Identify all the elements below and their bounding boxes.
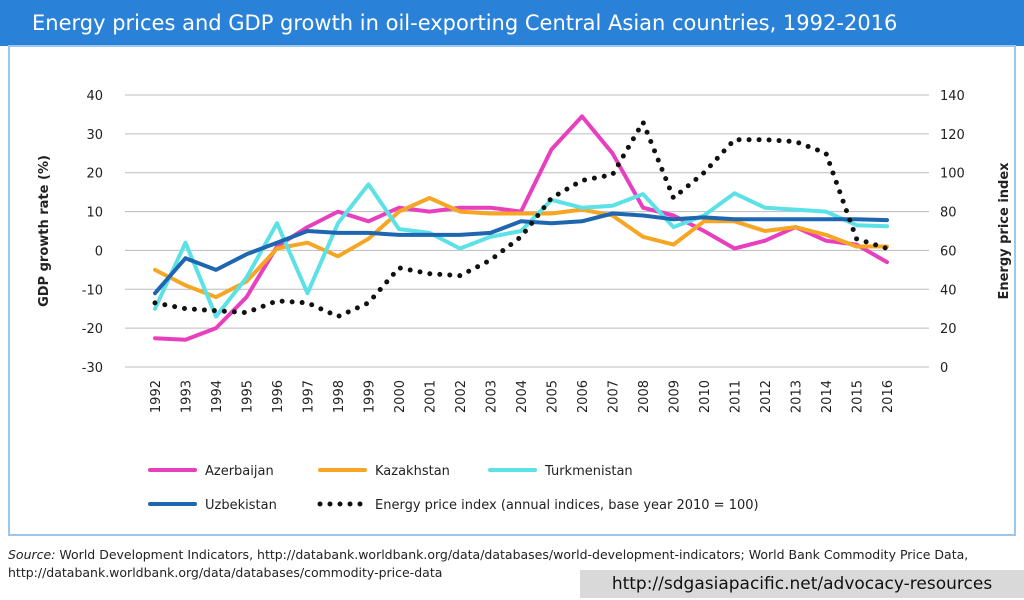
frame bbox=[8, 45, 1016, 536]
x-tick-label: 1999 bbox=[363, 380, 378, 413]
y-tick-label: 10 bbox=[86, 206, 103, 221]
y-tick-label: -10 bbox=[82, 283, 103, 298]
y2-tick-label: 100 bbox=[940, 167, 965, 182]
x-tick-label: 2015 bbox=[851, 380, 866, 413]
y2-tick-label: 40 bbox=[940, 283, 957, 298]
x-tick-label: 2012 bbox=[759, 380, 774, 413]
title-bar bbox=[0, 0, 1024, 46]
y-tick-label: 40 bbox=[86, 89, 103, 104]
y2-tick-label: 80 bbox=[940, 206, 957, 221]
source-label: Source: bbox=[8, 547, 56, 562]
x-tick-label: 2006 bbox=[576, 380, 591, 413]
x-tick-label: 2013 bbox=[790, 380, 805, 413]
x-tick-label: 1997 bbox=[302, 380, 317, 413]
x-tick-label: 1994 bbox=[210, 380, 225, 413]
x-tick-label: 2002 bbox=[454, 380, 469, 413]
url-box: http://sdgasiapacific.net/advocacy-resou… bbox=[580, 570, 1024, 598]
x-tick-label: 1995 bbox=[241, 380, 256, 413]
legend-label: Azerbaijan bbox=[205, 464, 274, 479]
y2-tick-label: 20 bbox=[940, 322, 957, 337]
x-tick-label: 1998 bbox=[332, 380, 347, 413]
series-line bbox=[153, 196, 889, 300]
series-line bbox=[153, 182, 889, 319]
y2-tick-label: 60 bbox=[940, 244, 957, 259]
x-tick-label: 2000 bbox=[393, 380, 408, 413]
y2-tick-label: 120 bbox=[940, 128, 965, 143]
legend-label: Turkmenistan bbox=[544, 464, 633, 479]
x-tick-label: 1992 bbox=[149, 380, 164, 413]
source: Source: World Development Indicators, ht… bbox=[8, 546, 1018, 582]
y2-tick-label: 0 bbox=[940, 361, 948, 376]
x-tick-label: 2011 bbox=[729, 380, 744, 413]
legend-label: Energy price index (annual indices, base… bbox=[375, 498, 759, 513]
y-tick-label: 30 bbox=[86, 128, 103, 143]
y-axis-title: GDP growth rate (%) bbox=[37, 155, 52, 307]
x-tick-label: 2004 bbox=[515, 380, 530, 413]
source-text: World Development Indicators, http://dat… bbox=[8, 547, 969, 580]
x-tick-label: 2008 bbox=[637, 380, 652, 413]
x-tick-label: 2005 bbox=[546, 380, 561, 413]
legend-label: Kazakhstan bbox=[375, 464, 450, 479]
y-tick-label: 0 bbox=[95, 244, 103, 259]
x-tick-label: 2001 bbox=[424, 380, 439, 413]
chart: Energy prices and GDP growth in oil-expo… bbox=[0, 0, 1024, 536]
y-tick-label: -20 bbox=[82, 322, 103, 337]
x-tick-label: 1996 bbox=[271, 380, 286, 413]
y-tick-label: -30 bbox=[82, 361, 103, 376]
x-tick-label: 2016 bbox=[881, 380, 896, 413]
x-tick-label: 2010 bbox=[698, 380, 713, 413]
x-tick-label: 2007 bbox=[607, 380, 622, 413]
y2-tick-label: 140 bbox=[940, 89, 965, 104]
x-tick-label: 2009 bbox=[668, 380, 683, 413]
y2-axis-title: Energy price index bbox=[997, 162, 1012, 300]
series-line bbox=[153, 211, 889, 296]
legend-label: Uzbekistan bbox=[205, 498, 277, 513]
x-tick-label: 2003 bbox=[485, 380, 500, 413]
x-tick-label: 2014 bbox=[820, 380, 835, 413]
chart-title: Energy prices and GDP growth in oil-expo… bbox=[32, 11, 897, 35]
x-tick-label: 1993 bbox=[180, 380, 195, 413]
y-tick-label: 20 bbox=[86, 167, 103, 182]
